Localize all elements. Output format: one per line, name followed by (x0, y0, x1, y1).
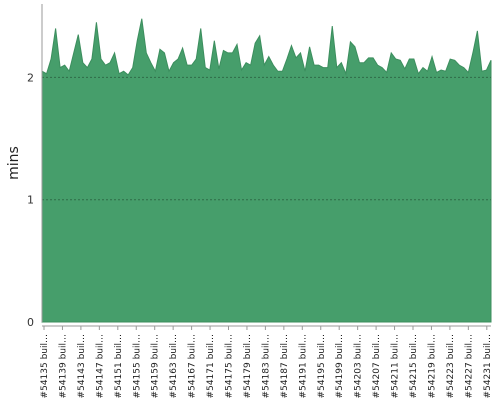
x-tick-label-20: #54215 buil… (409, 334, 419, 398)
series-area (41, 18, 492, 323)
x-tick-label-9: #54171 buil… (206, 334, 216, 398)
x-tick-label-13: #54187 buil… (280, 334, 290, 398)
y-tick-label-2: 2 (27, 71, 34, 84)
x-tick-label-17: #54203 buil… (354, 334, 364, 398)
x-tick-label-11: #54179 buil… (243, 334, 253, 398)
x-tick-label-22: #54223 buil… (446, 334, 456, 398)
x-tick-label-8: #54167 buil… (188, 334, 198, 398)
x-tick-labels: #54135 buil… #54139 buil… #54143 buil… #541… (40, 326, 493, 398)
x-tick-label-14: #54191 buil… (298, 334, 308, 398)
x-tick-label-1: #54139 buil… (58, 334, 68, 398)
x-tick-label-5: #54155 buil… (132, 334, 142, 398)
x-tick-label-23: #54227 buil… (464, 334, 474, 398)
gridlines-overlay (42, 76, 491, 201)
x-tick-label-10: #54175 buil… (225, 334, 235, 398)
x-tick-label-15: #54195 buil… (317, 334, 327, 398)
y-axis-title: mins (6, 146, 22, 180)
y-tick-labels: 0 1 2 (27, 71, 34, 329)
x-tick-label-3: #54147 buil… (95, 334, 105, 398)
x-tick-label-24: #54231 buil… (483, 334, 493, 398)
x-tick-label-16: #54199 buil… (335, 334, 345, 398)
x-tick-label-18: #54207 buil… (372, 334, 382, 398)
x-tick-label-19: #54211 buil… (391, 334, 401, 398)
x-tick-label-7: #54163 buil… (169, 334, 179, 398)
axes (41, 4, 491, 327)
x-tick-label-21: #54219 buil… (427, 334, 437, 398)
x-tick-label-4: #54151 buil… (114, 334, 124, 398)
y-tick-label-1: 1 (27, 194, 34, 207)
y-tick-label-0: 0 (27, 316, 34, 329)
x-tick-label-12: #54183 buil… (261, 334, 271, 398)
x-tick-label-2: #54143 buil… (77, 334, 87, 398)
x-tick-label-6: #54159 buil… (151, 334, 161, 398)
x-tick-label-0: #54135 buil… (40, 334, 50, 398)
